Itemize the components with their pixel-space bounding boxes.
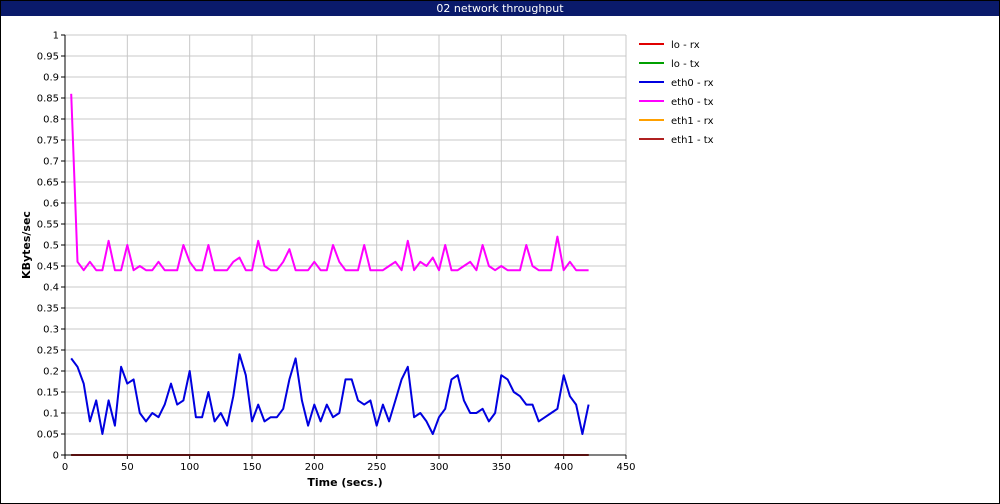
series-line-eth0-tx [70,93,589,272]
x-tick-label: 400 [554,462,573,473]
x-tick-label: 450 [616,462,635,473]
y-tick-label: 0.15 [37,388,59,399]
x-tick-label: 0 [62,462,68,473]
y-tick-label: 0.55 [37,220,59,231]
y-axis-ticks: 0 0.05 0.1 0.15 0.2 0.25 0.3 0.35 0.4 0.45 0.5 0.55… [37,31,65,462]
x-tick-label: 350 [492,462,511,473]
legend: lo - rx lo - tx eth0 - rx eth0 - tx eth1 - r… [639,40,714,146]
y-tick-label: 0.6 [43,199,59,210]
y-tick-label: 0.95 [37,52,59,63]
y-axis-label: KBytes/sec [20,211,33,279]
y-tick-label: 1 [53,31,59,42]
x-tick-label: 250 [367,462,386,473]
x-tick-label: 200 [305,462,324,473]
x-tick-label: 150 [242,462,261,473]
y-tick-label: 0.1 [43,409,59,420]
x-axis-ticks: 0 50 100 150 200 250 300 350 400 450 [62,455,636,473]
y-tick-label: 0.8 [43,115,59,126]
y-tick-label: 0.85 [37,94,59,105]
y-tick-label: 0.05 [37,430,59,441]
x-tick-label: 50 [121,462,134,473]
grid [64,34,627,456]
series-line-eth0-rx [70,353,590,435]
chart-title: 02 network throughput [1,1,999,16]
y-tick-label: 0.35 [37,304,59,315]
y-tick-label: 0.4 [43,283,59,294]
y-tick-label: 0.9 [43,73,59,84]
legend-label: lo - rx [671,40,700,51]
y-tick-label: 0.7 [43,157,59,168]
y-tick-label: 0.5 [43,241,59,252]
y-tick-label: 0 [53,451,59,462]
y-tick-label: 0.75 [37,136,59,147]
axes [64,35,626,456]
y-tick-label: 0.2 [43,367,59,378]
y-tick-label: 0.65 [37,178,59,189]
legend-label: eth1 - rx [671,116,714,127]
x-tick-label: 100 [180,462,199,473]
y-tick-label: 0.45 [37,262,59,273]
y-tick-label: 0.25 [37,346,59,357]
x-axis-label: Time (secs.) [307,476,382,489]
legend-label: lo - tx [671,59,700,70]
series-lines [70,93,590,456]
legend-label: eth0 - rx [671,78,714,89]
y-tick-label: 0.3 [43,325,59,336]
legend-label: eth1 - tx [671,135,714,146]
legend-label: eth0 - tx [671,97,714,108]
x-tick-label: 300 [429,462,448,473]
